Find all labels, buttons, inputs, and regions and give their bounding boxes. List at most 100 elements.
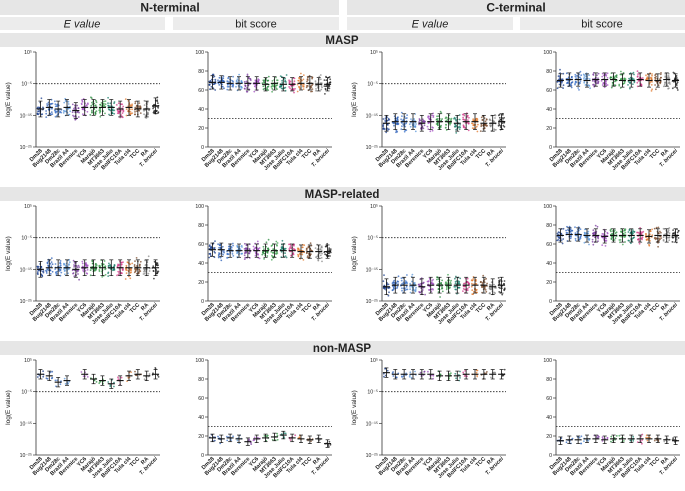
data-point xyxy=(413,119,416,122)
data-point xyxy=(261,82,264,84)
data-point xyxy=(56,270,58,273)
data-point xyxy=(37,273,39,276)
data-point xyxy=(439,110,442,113)
y-tick-label: 100 xyxy=(543,50,552,56)
data-point xyxy=(98,107,101,110)
data-point xyxy=(645,74,647,77)
data-point xyxy=(467,282,470,285)
data-point xyxy=(326,242,329,245)
data-point xyxy=(610,86,613,89)
data-point xyxy=(624,231,627,234)
y-tick-label: 10⁻²⁵ xyxy=(366,299,378,305)
data-point xyxy=(402,123,404,125)
data-point xyxy=(81,113,84,116)
y-tick-label: 20 xyxy=(546,280,552,286)
data-point xyxy=(676,231,679,234)
y-axis-label: log(E value) xyxy=(5,236,12,271)
data-point xyxy=(54,100,56,103)
data-point xyxy=(458,128,461,131)
data-point xyxy=(503,116,505,119)
data-point xyxy=(320,88,323,91)
data-point xyxy=(279,75,282,77)
data-point xyxy=(638,242,641,245)
data-point xyxy=(666,231,669,234)
data-point xyxy=(63,101,66,104)
data-point xyxy=(223,251,225,254)
data-point xyxy=(54,263,57,265)
data-point xyxy=(556,80,559,83)
data-point xyxy=(445,288,448,291)
data-point xyxy=(95,264,98,266)
data-point xyxy=(131,112,134,115)
data-point xyxy=(620,230,623,233)
data-point xyxy=(388,128,390,131)
data-point xyxy=(659,82,662,85)
data-point xyxy=(104,273,107,276)
data-point xyxy=(248,252,251,255)
data-point xyxy=(78,278,80,281)
data-point xyxy=(156,272,159,275)
data-point xyxy=(276,244,278,247)
data-point xyxy=(54,115,57,118)
data-point xyxy=(401,125,403,128)
data-point xyxy=(413,282,416,285)
data-point xyxy=(76,104,79,107)
data-point xyxy=(325,245,328,248)
data-point xyxy=(429,130,432,133)
data-point xyxy=(245,248,248,251)
data-point xyxy=(467,122,470,125)
data-point xyxy=(283,436,286,439)
y-tick-label: 60 xyxy=(198,396,204,402)
data-point xyxy=(454,280,457,283)
data-point xyxy=(95,110,98,112)
data-point xyxy=(219,256,222,259)
data-point xyxy=(401,282,403,285)
data-point xyxy=(637,80,640,82)
data-point xyxy=(445,116,447,119)
data-point xyxy=(37,106,39,109)
data-point xyxy=(622,230,625,232)
data-point xyxy=(489,292,491,294)
data-point xyxy=(605,82,607,84)
col-header-bar-3 xyxy=(347,17,513,30)
data-point xyxy=(218,76,221,79)
data-point xyxy=(290,245,292,247)
data-point xyxy=(263,258,265,260)
data-point xyxy=(432,126,434,129)
data-point xyxy=(446,282,448,285)
data-point xyxy=(580,74,583,77)
data-point xyxy=(466,289,469,292)
data-point xyxy=(580,442,583,445)
data-point xyxy=(392,122,395,125)
data-point xyxy=(610,238,613,240)
data-point xyxy=(583,77,585,80)
data-point xyxy=(236,246,239,249)
data-point xyxy=(577,226,580,228)
data-point xyxy=(445,126,447,129)
y-tick-label: 10⁻²⁵ xyxy=(20,299,32,305)
data-point xyxy=(641,231,644,234)
data-point xyxy=(284,77,286,80)
data-point xyxy=(271,90,273,93)
data-point xyxy=(562,238,565,240)
data-point xyxy=(272,248,275,251)
data-point xyxy=(458,280,461,283)
data-point xyxy=(305,86,308,89)
data-point xyxy=(645,436,647,439)
data-point xyxy=(245,80,248,83)
data-point xyxy=(567,229,569,231)
data-point xyxy=(627,84,629,86)
data-point xyxy=(579,82,581,84)
data-point xyxy=(138,109,141,112)
data-point xyxy=(67,108,70,110)
data-point xyxy=(144,272,146,275)
data-point xyxy=(246,73,249,76)
data-point xyxy=(40,97,43,100)
data-point xyxy=(641,442,643,445)
data-point xyxy=(271,80,274,82)
data-point xyxy=(108,262,110,265)
data-point xyxy=(134,102,137,105)
data-point xyxy=(676,81,679,84)
